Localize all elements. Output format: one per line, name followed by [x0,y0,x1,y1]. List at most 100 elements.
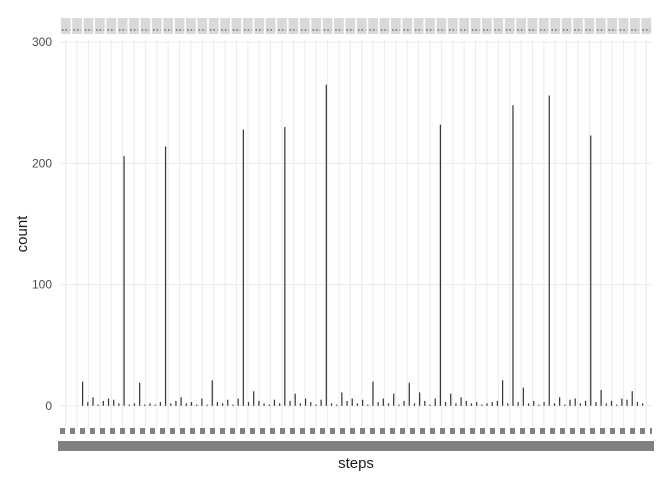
facet-strip [277,18,287,34]
facet-strip [470,18,481,34]
bar [413,403,416,406]
bar [87,402,89,406]
bar [232,404,234,406]
bar [636,402,639,406]
facet-strips [60,18,652,34]
bar [548,95,550,406]
bar [424,400,426,406]
facet-strip [607,18,618,34]
facet-strip [220,18,230,34]
bar [600,390,602,406]
facet-strip [459,18,470,34]
bar [403,400,405,406]
bar [284,127,286,406]
bar [610,400,613,406]
bar [273,399,276,406]
bar [460,397,462,406]
bar [533,400,535,406]
bar [139,382,141,406]
facet-strip [83,18,94,34]
facet-strip [186,18,196,34]
bar [299,403,301,406]
bar [227,399,229,406]
bar [356,403,359,406]
bar [429,404,431,406]
bar [543,402,545,406]
facet-strip [265,18,276,34]
facet-strip [140,18,151,34]
bar [258,400,260,406]
bar [325,84,327,406]
bar [616,404,618,406]
bar [268,404,270,406]
bar [621,398,623,406]
facet-strip [402,18,413,34]
bar [419,392,421,406]
bar [579,403,581,406]
facet-strip [311,18,322,34]
bar [507,403,509,406]
bar [512,105,514,406]
facet-strip [231,18,242,34]
facet-strip [493,18,504,34]
facet-strip [254,18,265,34]
bar [97,404,99,406]
facet-strip [436,18,447,34]
bar [154,404,156,406]
grid-layer [60,40,652,430]
x-tick-layer [58,428,654,451]
bar [465,400,467,406]
y-tick-label: 200 [32,156,52,170]
bar [216,402,219,406]
bar [315,404,317,406]
bar [481,404,483,406]
facet-strip [299,18,310,34]
facet-strip [504,18,515,34]
bar [626,399,628,406]
facet-strip [288,18,299,34]
bar [408,382,410,406]
bar [553,403,556,406]
bar [310,402,312,406]
bar [330,403,333,406]
bar [159,402,161,406]
bar [372,381,374,406]
facet-strip [641,18,652,34]
bar [196,404,198,406]
bar [642,403,644,406]
bar [486,403,488,406]
bar [320,399,322,406]
bar [102,400,104,406]
y-tick-layer: 0 100 200 300 [32,35,52,413]
facet-strip [322,18,333,34]
bar [175,400,177,406]
bar [362,399,364,406]
facet-strip [584,18,595,34]
facet-strip [368,18,378,34]
bar [574,398,576,406]
bar [595,402,597,406]
facet-strip [151,18,162,34]
bar [439,124,441,406]
bar [496,400,499,406]
y-axis-title: count [14,215,31,253]
bar [133,403,136,406]
bar [242,129,244,406]
facet-strip [516,18,526,34]
facet-strip [106,18,117,34]
y-tick-label: 100 [32,278,52,292]
bar [237,398,239,406]
bar [211,380,213,406]
facet-strip [425,18,435,34]
bar [434,398,436,406]
bar [118,403,120,406]
bar [149,403,151,406]
bar [92,397,94,406]
bar [605,403,607,406]
bar [491,402,493,406]
facet-strip [356,18,367,34]
bar [590,135,592,406]
bar [222,403,224,406]
